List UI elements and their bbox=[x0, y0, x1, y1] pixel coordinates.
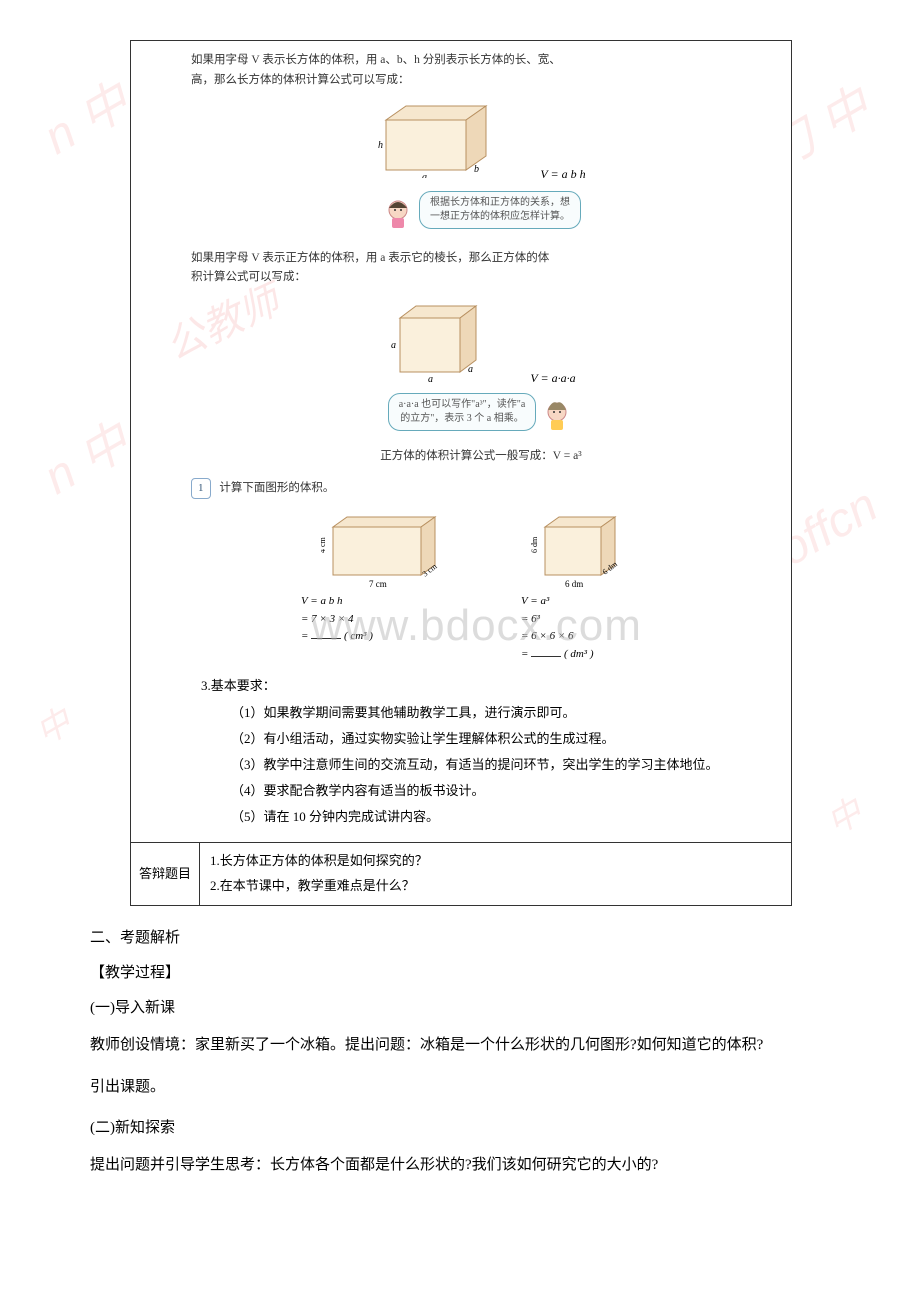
blank bbox=[531, 656, 561, 657]
bubble-row-2: a·a·a 也可以写作"a³"，读作"a 的立方"，表示 3 个 a 相乘。 bbox=[191, 393, 771, 437]
text: 高，那么长方体的体积计算公式可以写成： bbox=[191, 74, 410, 86]
calc-line: = 7 × 3 × 4 bbox=[301, 611, 441, 629]
requirements-title: 3.基本要求： bbox=[201, 675, 771, 694]
calc-line: = 6 × 6 × 6 bbox=[521, 628, 661, 646]
svg-text:a: a bbox=[391, 340, 396, 351]
girl-icon bbox=[540, 398, 574, 437]
watermark-red: 中 bbox=[816, 785, 870, 844]
text: ( dm³ ) bbox=[564, 648, 594, 660]
footer-q1: 1.长方体正方体的体积是如何探究的？ bbox=[210, 849, 781, 874]
requirement-item: （3）教学中注意师生间的交流互动，有适当的提问环节，突出学生的学习主体地位。 bbox=[201, 752, 771, 778]
thought-bubble-1: 根据长方体和正方体的关系，想 一想正方体的体积应怎样计算。 bbox=[419, 191, 581, 229]
blank bbox=[311, 638, 341, 639]
girl-icon bbox=[381, 196, 415, 235]
textbook-frame: 公教师 如果用字母 V 表示长方体的体积，用 a、b、h 分别表示长方体的长、宽… bbox=[130, 40, 792, 906]
paragraph: 提出问题并引导学生思考：长方体各个面都是什么形状的?我们该如何研究它的大小的? bbox=[60, 1151, 860, 1180]
heading-sub-2: (二)新知探索 bbox=[60, 1116, 860, 1137]
calc-line: V = a b h bbox=[301, 593, 441, 611]
text: ( cm³ ) bbox=[344, 630, 373, 642]
paragraph: 教师创设情境：家里新买了一个冰箱。提出问题：冰箱是一个什么形状的几何图形?如何知… bbox=[60, 1031, 860, 1060]
requirement-item: （1）如果教学期间需要其他辅助教学工具，进行演示即可。 bbox=[201, 700, 771, 726]
cube-formula: V = a·a·a bbox=[530, 371, 575, 386]
watermark-red: n 中 bbox=[28, 403, 139, 508]
requirements: 3.基本要求： （1）如果教学期间需要其他辅助教学工具，进行演示即可。 （2）有… bbox=[191, 663, 771, 830]
practice-header: 1 计算下面图形的体积。 bbox=[191, 478, 771, 499]
svg-text:a: a bbox=[428, 374, 433, 382]
page: n 中 刀 中 n 中 offcn 中 中 公教师 如果用字母 V 表示长方体的… bbox=[0, 0, 920, 1273]
practice-calcs: V = a b h = 7 × 3 × 4 = ( cm³ ) V = a³ =… bbox=[191, 593, 771, 663]
practice-cube-svg: 6 dm 6 dm 6 dm bbox=[531, 509, 641, 589]
heading-sub-1: (一)导入新课 bbox=[60, 996, 860, 1017]
calc-line: V = a³ bbox=[521, 593, 661, 611]
calc-line: = ( dm³ ) bbox=[521, 646, 661, 664]
text: 如果用字母 V 表示正方体的体积，用 a 表示它的棱长，那么正方体的体 bbox=[191, 252, 549, 264]
watermark-red: n 中 bbox=[28, 63, 139, 168]
practice-cuboid-svg: 7 cm 3 cm 4 cm bbox=[321, 509, 451, 589]
cube-svg: a a a bbox=[386, 298, 496, 382]
cuboid-figure: a b h V = a b h bbox=[191, 100, 771, 183]
textbook-footer: 答辩题目 1.长方体正方体的体积是如何探究的？ 2.在本节课中，教学重难点是什么… bbox=[131, 843, 791, 904]
requirement-item: （2）有小组活动，通过实物实验让学生理解体积公式的生成过程。 bbox=[201, 726, 771, 752]
text: = bbox=[521, 648, 531, 660]
svg-text:7 cm: 7 cm bbox=[369, 579, 387, 589]
calc-line: = 6³ bbox=[521, 611, 661, 629]
text: 的立方"，表示 3 个 a 相乘。 bbox=[400, 413, 524, 424]
text: = bbox=[301, 630, 311, 642]
intro-text-1: 如果用字母 V 表示长方体的体积，用 a、b、h 分别表示长方体的长、宽、 高，… bbox=[191, 51, 771, 90]
requirement-item: （4）要求配合教学内容有适当的板书设计。 bbox=[201, 778, 771, 804]
svg-text:h: h bbox=[378, 140, 383, 151]
text: 根据长方体和正方体的关系，想 bbox=[430, 197, 570, 208]
heading-process: 【教学过程】 bbox=[60, 961, 860, 982]
requirement-item: （5）请在 10 分钟内完成试讲内容。 bbox=[201, 804, 771, 830]
practice-number: 1 bbox=[191, 478, 211, 499]
svg-text:b: b bbox=[474, 164, 479, 175]
cuboid-svg: a b h bbox=[376, 100, 506, 178]
svg-text:6 dm: 6 dm bbox=[531, 536, 539, 553]
calc-right: V = a³ = 6³ = 6 × 6 × 6 = ( dm³ ) bbox=[521, 593, 661, 663]
text: 如果用字母 V 表示长方体的体积，用 a、b、h 分别表示长方体的长、宽、 bbox=[191, 54, 561, 66]
intro-text-2: 如果用字母 V 表示正方体的体积，用 a 表示它的棱长，那么正方体的体 积计算公… bbox=[191, 249, 771, 288]
practice-block: 1 计算下面图形的体积。 7 cm 3 cm 4 cm bbox=[191, 478, 771, 663]
thought-bubble-2: a·a·a 也可以写作"a³"，读作"a 的立方"，表示 3 个 a 相乘。 bbox=[388, 393, 537, 431]
svg-text:a: a bbox=[468, 364, 473, 375]
final-formula: 正方体的体积计算公式一般写成：V = a³ bbox=[191, 447, 771, 467]
svg-text:6 dm: 6 dm bbox=[565, 579, 583, 589]
textbook-body: 公教师 如果用字母 V 表示长方体的体积，用 a、b、h 分别表示长方体的长、宽… bbox=[131, 41, 791, 843]
practice-title: 计算下面图形的体积。 bbox=[219, 482, 334, 494]
svg-text:4 cm: 4 cm bbox=[321, 537, 327, 554]
footer-questions: 1.长方体正方体的体积是如何探究的？ 2.在本节课中，教学重难点是什么？ bbox=[200, 843, 791, 904]
bubble-row-1: 根据长方体和正方体的关系，想 一想正方体的体积应怎样计算。 bbox=[191, 191, 771, 235]
text: 一想正方体的体积应怎样计算。 bbox=[430, 211, 570, 222]
practice-figures: 7 cm 3 cm 4 cm 6 dm 6 dm 6 dm bbox=[191, 509, 771, 589]
heading-2: 二、考题解析 bbox=[60, 926, 860, 947]
paragraph: 引出课题。 bbox=[60, 1073, 860, 1102]
calc-line: = ( cm³ ) bbox=[301, 628, 441, 646]
cube-figure: a a a V = a·a·a bbox=[191, 298, 771, 387]
watermark-red: 中 bbox=[25, 695, 79, 754]
svg-text:a: a bbox=[422, 172, 427, 178]
calc-left: V = a b h = 7 × 3 × 4 = ( cm³ ) bbox=[301, 593, 441, 663]
cuboid-formula: V = a b h bbox=[540, 167, 585, 182]
footer-q2: 2.在本节课中，教学重难点是什么？ bbox=[210, 874, 781, 899]
footer-label: 答辩题目 bbox=[131, 843, 200, 904]
text: a·a·a 也可以写作"a³"，读作"a bbox=[399, 399, 526, 410]
text: 积计算公式可以写成： bbox=[191, 271, 306, 283]
